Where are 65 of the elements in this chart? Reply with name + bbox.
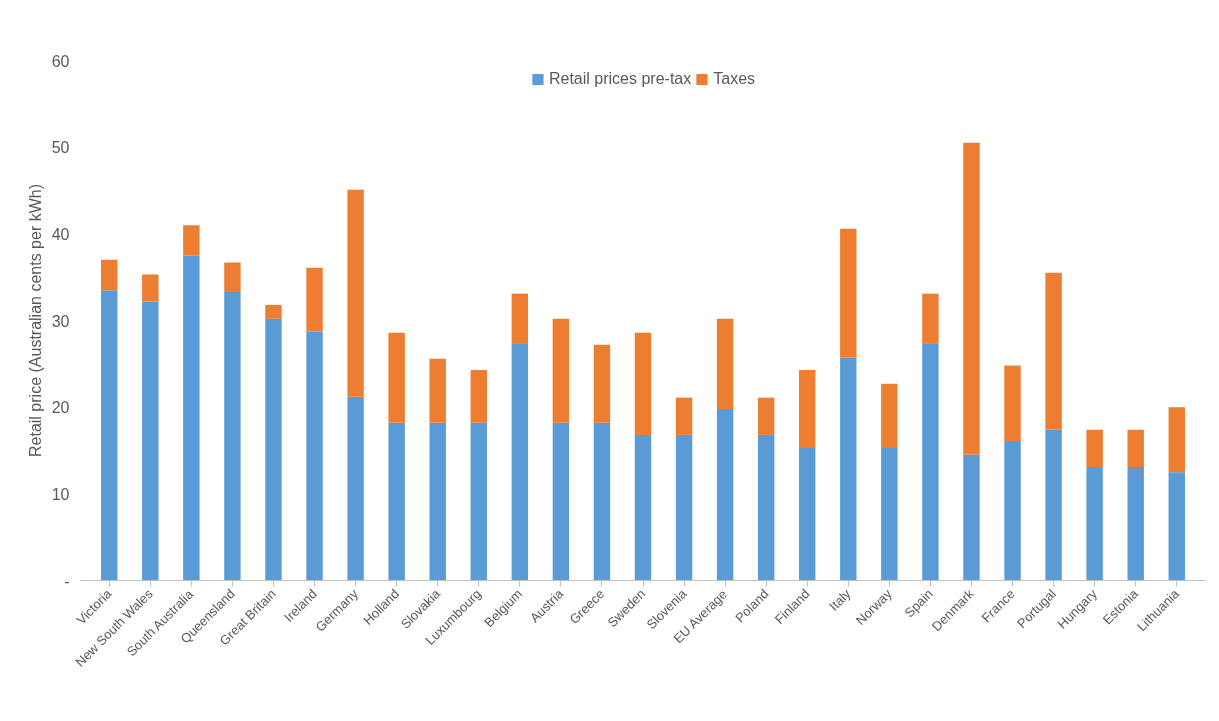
bar bbox=[224, 262, 241, 292]
bar bbox=[183, 225, 200, 256]
bar bbox=[306, 267, 323, 332]
bar bbox=[716, 318, 734, 409]
bar bbox=[470, 369, 487, 423]
bar bbox=[142, 301, 159, 581]
bar bbox=[922, 293, 939, 344]
y-tick-label: - bbox=[64, 572, 70, 590]
bar bbox=[511, 343, 529, 581]
bar bbox=[716, 408, 734, 581]
bar bbox=[552, 318, 570, 423]
bar bbox=[1127, 466, 1144, 581]
bar bbox=[840, 357, 857, 581]
y-tick-label: 30 bbox=[51, 312, 70, 330]
bar bbox=[675, 434, 693, 581]
bar bbox=[183, 255, 200, 581]
bar bbox=[757, 397, 775, 435]
bar bbox=[388, 422, 405, 581]
legend-label: Retail prices pre-tax bbox=[548, 70, 692, 88]
bar bbox=[347, 396, 364, 581]
bar bbox=[963, 454, 980, 581]
bar bbox=[142, 274, 159, 302]
bar bbox=[840, 228, 857, 358]
bar bbox=[470, 422, 487, 581]
bar bbox=[675, 397, 693, 435]
bar bbox=[881, 383, 898, 448]
bar bbox=[224, 291, 241, 581]
bar bbox=[101, 290, 118, 581]
bar bbox=[634, 332, 652, 435]
bar bbox=[1168, 472, 1185, 581]
bar bbox=[881, 447, 898, 581]
bar bbox=[429, 422, 446, 581]
bar bbox=[634, 434, 652, 581]
y-tick-label: 20 bbox=[51, 399, 70, 417]
bar bbox=[1004, 365, 1021, 441]
bar bbox=[963, 142, 980, 455]
bar bbox=[347, 189, 364, 397]
bar bbox=[593, 344, 611, 423]
bar bbox=[593, 422, 611, 581]
y-tick-label: 60 bbox=[51, 52, 70, 70]
bar bbox=[429, 358, 446, 423]
y-tick-label: 50 bbox=[51, 139, 70, 157]
bar bbox=[1086, 466, 1103, 581]
bar bbox=[799, 447, 816, 581]
bar bbox=[306, 331, 323, 581]
bar bbox=[1168, 407, 1185, 473]
bar bbox=[265, 304, 282, 319]
bar bbox=[101, 259, 118, 291]
bar bbox=[511, 293, 529, 344]
bar bbox=[799, 369, 816, 448]
x-tick-label: Italy bbox=[826, 585, 854, 614]
bar bbox=[1045, 272, 1062, 430]
bar bbox=[1004, 440, 1021, 581]
bar bbox=[1045, 429, 1062, 581]
y-tick-label: 40 bbox=[51, 225, 70, 243]
y-axis-title: Retail price (Australian cents per kWh) bbox=[26, 184, 44, 457]
bar bbox=[552, 422, 570, 581]
bar bbox=[388, 332, 405, 423]
bar bbox=[265, 318, 282, 581]
bar bbox=[922, 343, 939, 581]
y-tick-label: 10 bbox=[51, 485, 70, 503]
bar bbox=[757, 434, 775, 581]
legend-label: Taxes bbox=[713, 70, 756, 88]
bar bbox=[1086, 429, 1103, 467]
bar bbox=[1127, 429, 1144, 467]
